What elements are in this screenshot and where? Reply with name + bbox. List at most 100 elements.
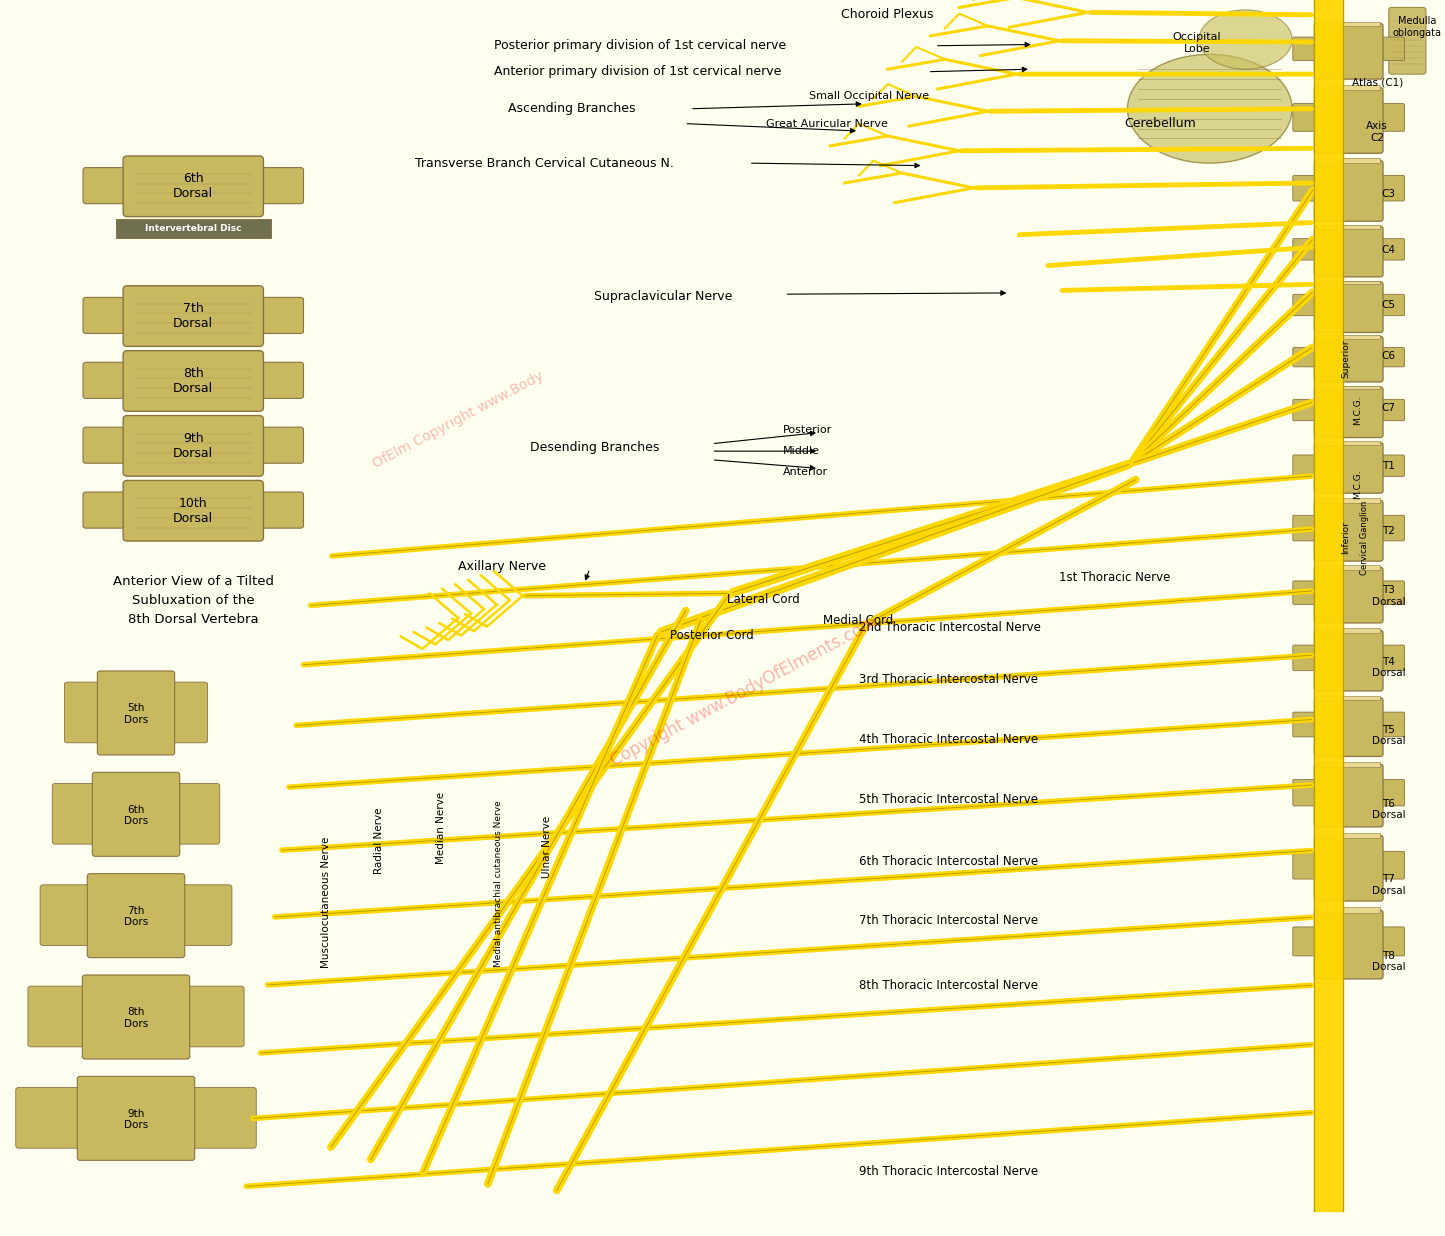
Text: C7: C7 bbox=[1381, 403, 1396, 413]
FancyBboxPatch shape bbox=[257, 428, 303, 464]
FancyBboxPatch shape bbox=[1315, 387, 1383, 438]
FancyBboxPatch shape bbox=[1315, 567, 1383, 623]
FancyBboxPatch shape bbox=[257, 168, 303, 204]
Text: 5th
Dors: 5th Dors bbox=[124, 703, 149, 724]
Text: C6: C6 bbox=[1381, 351, 1396, 361]
Text: Occipital
Lobe: Occipital Lobe bbox=[1172, 32, 1221, 54]
Bar bbox=[1318, 761, 1380, 766]
Text: C4: C4 bbox=[1381, 245, 1396, 255]
FancyBboxPatch shape bbox=[1293, 347, 1319, 367]
Text: T3
Dorsal: T3 Dorsal bbox=[1371, 585, 1406, 607]
Bar bbox=[1318, 441, 1380, 445]
FancyBboxPatch shape bbox=[82, 298, 129, 334]
Bar bbox=[1318, 85, 1380, 90]
Text: T7
Dorsal: T7 Dorsal bbox=[1371, 874, 1406, 896]
Bar bbox=[1318, 696, 1380, 701]
FancyBboxPatch shape bbox=[1379, 455, 1405, 476]
FancyBboxPatch shape bbox=[1293, 176, 1319, 201]
Text: T1: T1 bbox=[1383, 461, 1396, 471]
Bar bbox=[1318, 158, 1380, 163]
FancyBboxPatch shape bbox=[1315, 161, 1383, 221]
Text: Posterior Cord: Posterior Cord bbox=[670, 629, 754, 641]
FancyBboxPatch shape bbox=[1293, 515, 1319, 541]
Text: Anterior: Anterior bbox=[783, 467, 828, 477]
FancyBboxPatch shape bbox=[1379, 347, 1405, 367]
Text: Superior: Superior bbox=[1341, 339, 1350, 378]
FancyBboxPatch shape bbox=[1293, 239, 1319, 260]
Text: Cervical Ganglion: Cervical Ganglion bbox=[1360, 501, 1368, 575]
Text: Posterior: Posterior bbox=[783, 425, 832, 435]
Text: 1st Thoracic Nerve: 1st Thoracic Nerve bbox=[1059, 571, 1170, 583]
Text: Posterior primary division of 1st cervical nerve: Posterior primary division of 1st cervic… bbox=[494, 40, 786, 52]
FancyBboxPatch shape bbox=[1315, 88, 1383, 153]
FancyBboxPatch shape bbox=[1293, 104, 1319, 131]
Bar bbox=[1318, 225, 1380, 229]
Text: Anterior View of a Tilted
Subluxation of the
8th Dorsal Vertebra: Anterior View of a Tilted Subluxation of… bbox=[113, 575, 273, 625]
Bar bbox=[1318, 386, 1380, 389]
Text: Inferior: Inferior bbox=[1341, 522, 1350, 554]
Text: Copyright www.BodyOfElments.com: Copyright www.BodyOfElments.com bbox=[608, 614, 881, 770]
Text: 8th Thoracic Intercostal Nerve: 8th Thoracic Intercostal Nerve bbox=[858, 979, 1038, 991]
Text: 8th
Dorsal: 8th Dorsal bbox=[173, 367, 214, 396]
Text: M.C.G.: M.C.G. bbox=[1353, 470, 1361, 499]
Text: 8th
Dors: 8th Dors bbox=[124, 1007, 149, 1028]
FancyBboxPatch shape bbox=[1379, 927, 1405, 955]
Text: Ulnar Nerve: Ulnar Nerve bbox=[542, 816, 552, 878]
Text: Transverse Branch Cervical Cutaneous N.: Transverse Branch Cervical Cutaneous N. bbox=[415, 157, 673, 169]
FancyBboxPatch shape bbox=[1315, 282, 1383, 332]
FancyBboxPatch shape bbox=[1379, 294, 1405, 315]
FancyBboxPatch shape bbox=[1379, 712, 1405, 737]
FancyBboxPatch shape bbox=[1315, 630, 1383, 691]
FancyBboxPatch shape bbox=[1315, 336, 1383, 382]
Text: Medial Cord: Medial Cord bbox=[824, 614, 893, 627]
FancyBboxPatch shape bbox=[1379, 176, 1405, 201]
FancyBboxPatch shape bbox=[1293, 581, 1319, 604]
Text: Musculocutaneous Nerve: Musculocutaneous Nerve bbox=[321, 837, 331, 968]
Text: 6th
Dorsal: 6th Dorsal bbox=[173, 172, 214, 200]
Text: C3: C3 bbox=[1381, 189, 1396, 199]
Text: T4
Dorsal: T4 Dorsal bbox=[1371, 656, 1406, 679]
FancyBboxPatch shape bbox=[1315, 23, 1383, 79]
Text: T6
Dorsal: T6 Dorsal bbox=[1371, 798, 1406, 821]
FancyBboxPatch shape bbox=[82, 492, 129, 528]
Bar bbox=[1318, 281, 1380, 284]
FancyBboxPatch shape bbox=[1389, 7, 1426, 74]
Text: Ascending Branches: Ascending Branches bbox=[509, 103, 636, 115]
FancyBboxPatch shape bbox=[175, 784, 220, 844]
FancyBboxPatch shape bbox=[185, 986, 244, 1047]
FancyBboxPatch shape bbox=[1293, 399, 1319, 420]
FancyBboxPatch shape bbox=[16, 1088, 81, 1148]
FancyBboxPatch shape bbox=[1379, 239, 1405, 260]
FancyBboxPatch shape bbox=[1379, 852, 1405, 879]
Text: 9th Thoracic Intercostal Nerve: 9th Thoracic Intercostal Nerve bbox=[858, 1166, 1038, 1178]
Text: Choroid Plexus: Choroid Plexus bbox=[841, 9, 933, 21]
Polygon shape bbox=[1315, 0, 1342, 1211]
Text: Great Auricular Nerve: Great Auricular Nerve bbox=[766, 119, 887, 129]
Text: C5: C5 bbox=[1381, 300, 1396, 310]
Text: 7th
Dorsal: 7th Dorsal bbox=[173, 302, 214, 330]
FancyBboxPatch shape bbox=[97, 671, 175, 755]
Text: 2nd Thoracic Intercostal Nerve: 2nd Thoracic Intercostal Nerve bbox=[858, 622, 1040, 634]
Bar bbox=[1318, 907, 1380, 912]
Bar bbox=[1318, 22, 1380, 26]
Text: 3rd Thoracic Intercostal Nerve: 3rd Thoracic Intercostal Nerve bbox=[858, 674, 1038, 686]
FancyBboxPatch shape bbox=[27, 986, 87, 1047]
FancyBboxPatch shape bbox=[123, 351, 263, 412]
Text: T8
Dorsal: T8 Dorsal bbox=[1371, 950, 1406, 973]
Text: Supraclavicular Nerve: Supraclavicular Nerve bbox=[594, 290, 733, 303]
FancyBboxPatch shape bbox=[1315, 226, 1383, 277]
FancyBboxPatch shape bbox=[1315, 501, 1383, 561]
FancyBboxPatch shape bbox=[1315, 442, 1383, 493]
Text: Median Nerve: Median Nerve bbox=[436, 792, 447, 864]
Text: 7th
Dors: 7th Dors bbox=[124, 906, 149, 927]
FancyBboxPatch shape bbox=[257, 362, 303, 398]
FancyBboxPatch shape bbox=[1379, 581, 1405, 604]
FancyBboxPatch shape bbox=[181, 885, 233, 946]
Text: 6th Thoracic Intercostal Nerve: 6th Thoracic Intercostal Nerve bbox=[858, 855, 1038, 868]
FancyBboxPatch shape bbox=[87, 874, 185, 958]
FancyBboxPatch shape bbox=[1315, 764, 1383, 827]
FancyBboxPatch shape bbox=[78, 1077, 195, 1161]
Bar bbox=[1318, 566, 1380, 570]
Bar bbox=[1318, 833, 1380, 838]
FancyBboxPatch shape bbox=[257, 298, 303, 334]
